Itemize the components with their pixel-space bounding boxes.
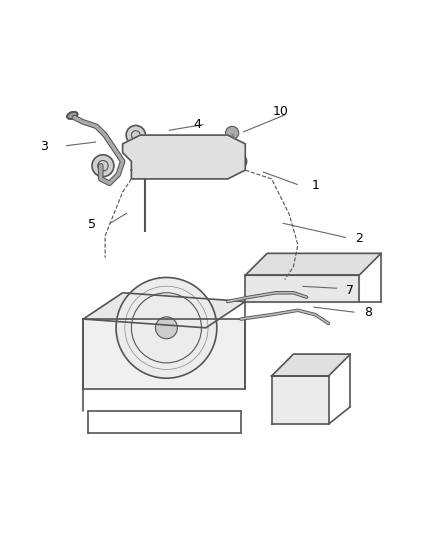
Polygon shape <box>83 293 245 328</box>
Circle shape <box>116 278 217 378</box>
Circle shape <box>137 162 152 178</box>
Circle shape <box>92 155 114 177</box>
Polygon shape <box>272 376 328 424</box>
Polygon shape <box>245 275 359 302</box>
Ellipse shape <box>67 112 78 119</box>
Text: 10: 10 <box>272 104 288 117</box>
Polygon shape <box>123 135 245 179</box>
Circle shape <box>176 162 192 178</box>
Circle shape <box>226 126 239 140</box>
Text: 3: 3 <box>40 140 48 152</box>
Polygon shape <box>272 354 350 376</box>
Text: 5: 5 <box>88 219 96 231</box>
Circle shape <box>126 125 145 145</box>
Circle shape <box>231 154 247 169</box>
Text: 1: 1 <box>311 179 319 192</box>
Text: 2: 2 <box>355 231 363 245</box>
Circle shape <box>220 162 236 178</box>
Text: 8: 8 <box>364 306 372 319</box>
Text: 4: 4 <box>193 118 201 131</box>
Circle shape <box>155 317 177 339</box>
Text: 7: 7 <box>346 284 354 297</box>
Circle shape <box>285 280 298 293</box>
Polygon shape <box>83 319 245 389</box>
Polygon shape <box>245 253 381 275</box>
